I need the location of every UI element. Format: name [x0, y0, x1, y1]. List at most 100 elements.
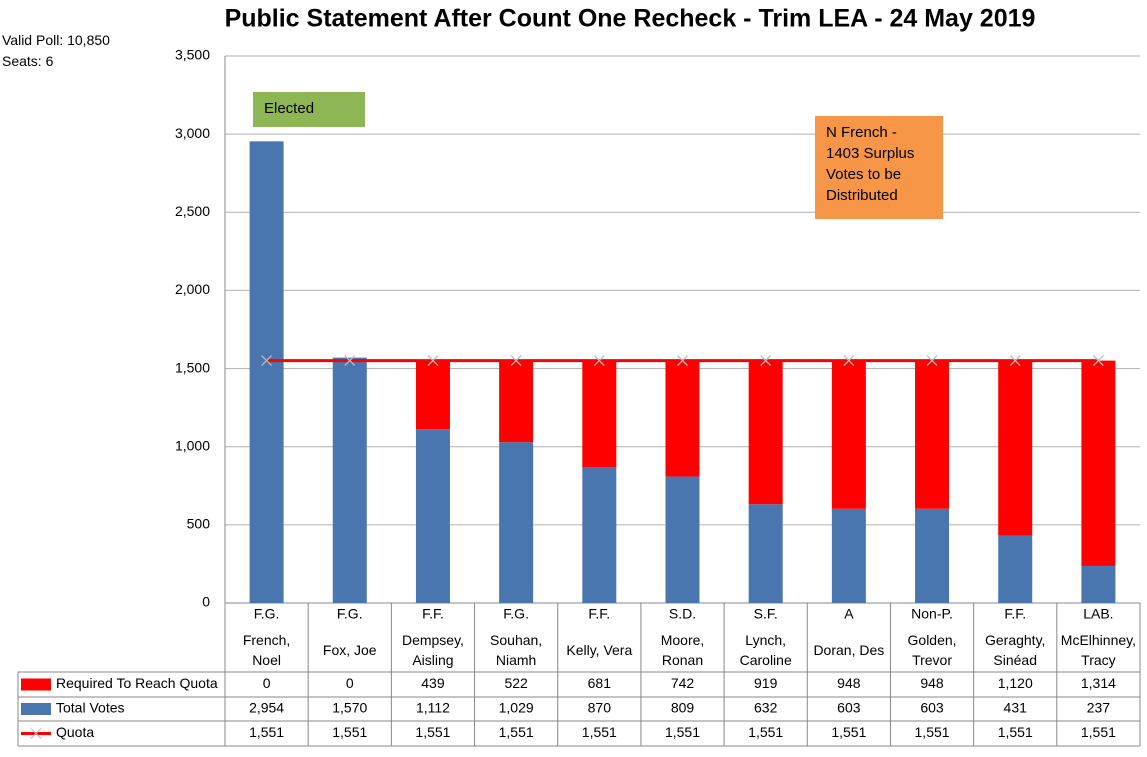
- legend-label: Total Votes: [56, 700, 125, 716]
- bar: [415, 429, 450, 603]
- y-tick-label: 0: [202, 594, 210, 610]
- x-tick-label: Dempsey, Aisling: [401, 632, 464, 668]
- quota-marker: [261, 355, 273, 367]
- x-tick-label: Fox, Joe: [322, 642, 377, 658]
- data-label: 1,551: [499, 724, 534, 740]
- x-tick-label: Golden, Trevor: [907, 632, 957, 668]
- data-label: 603: [920, 700, 944, 716]
- legend-swatch: [21, 703, 51, 715]
- party-label: F.G.: [503, 606, 529, 622]
- data-label: 1,551: [665, 724, 700, 740]
- x-tick-label: Lynch, Caroline: [739, 632, 792, 668]
- data-label: 603: [837, 700, 861, 716]
- x-tick-label: McElhinney, Tracy: [1060, 632, 1136, 668]
- data-label: 237: [1087, 700, 1111, 716]
- data-label: 1,570: [332, 700, 367, 716]
- data-label: 948: [920, 675, 944, 691]
- bar: [748, 504, 783, 603]
- party-label: LAB.: [1083, 606, 1113, 622]
- quota-marker: [843, 355, 855, 367]
- data-label: 1,551: [415, 724, 450, 740]
- bar: [1081, 565, 1116, 603]
- bar: [665, 360, 700, 477]
- legend-label: Required To Reach Quota: [56, 675, 218, 691]
- data-label: 1,551: [332, 724, 367, 740]
- y-tick-label: 500: [187, 516, 211, 532]
- bar: [831, 360, 866, 509]
- party-label: S.D.: [669, 606, 696, 622]
- bar: [499, 360, 534, 443]
- bar: [332, 357, 367, 603]
- data-label: 919: [754, 675, 778, 691]
- data-label: 0: [346, 675, 354, 691]
- legend-swatch: [30, 728, 42, 739]
- bar: [915, 508, 950, 603]
- annotation-surplus: N French - 1403 Surplus Votes to be Dist…: [815, 116, 943, 219]
- y-tick-label: 2,500: [175, 203, 210, 219]
- data-label: 0: [263, 675, 271, 691]
- annotation-elected: Elected: [253, 92, 365, 127]
- y-tick-label: 1,000: [175, 437, 210, 453]
- x-tick-label: French, Noel: [242, 632, 291, 668]
- data-label: 1,551: [748, 724, 783, 740]
- quota-marker: [1092, 355, 1104, 367]
- data-label: 870: [588, 700, 612, 716]
- quota-marker: [593, 355, 605, 367]
- data-label: 1,112: [416, 700, 450, 716]
- quota-marker: [926, 355, 938, 367]
- party-label: F.F.: [422, 606, 444, 622]
- x-tick-label: Geraghty, Sinéad: [984, 632, 1046, 668]
- data-label: 1,551: [1081, 724, 1116, 740]
- data-label: 522: [504, 675, 528, 691]
- quota-marker: [1009, 355, 1021, 367]
- quota-marker: [427, 355, 439, 367]
- valid-poll: Valid Poll: 10,850: [2, 32, 110, 48]
- bar: [499, 442, 534, 603]
- data-label: 742: [671, 675, 695, 691]
- bar: [748, 360, 783, 505]
- data-label: 1,551: [582, 724, 617, 740]
- bar: [831, 508, 866, 603]
- bar: [415, 360, 450, 430]
- data-label: 1,551: [831, 724, 866, 740]
- quota-marker: [677, 355, 688, 367]
- party-label: Non-P.: [911, 606, 953, 622]
- data-label: 1,551: [915, 724, 950, 740]
- bar: [998, 535, 1033, 603]
- chart-title: Public Statement After Count One Recheck…: [225, 5, 1036, 33]
- party-label: F.F.: [1004, 606, 1026, 622]
- quota-marker: [344, 355, 356, 367]
- data-label: 1,551: [249, 724, 284, 740]
- quota-marker: [510, 355, 522, 367]
- y-tick-label: 2,000: [175, 281, 210, 297]
- data-label: 1,120: [998, 675, 1033, 691]
- data-label: 2,954: [249, 700, 284, 716]
- party-label: F.G.: [254, 606, 280, 622]
- quota-marker: [760, 355, 772, 367]
- bar: [582, 467, 617, 603]
- legend-swatch: [21, 678, 51, 691]
- bar: [1081, 360, 1116, 566]
- data-label: 809: [671, 700, 695, 716]
- data-label: 632: [754, 700, 778, 716]
- data-label: 1,551: [998, 724, 1033, 740]
- seats: Seats: 6: [2, 53, 54, 69]
- data-label: 1,029: [499, 700, 534, 716]
- party-label: S.F.: [754, 606, 778, 622]
- party-label: F.F.: [588, 606, 610, 622]
- bar: [915, 360, 950, 509]
- y-tick-label: 1,500: [175, 359, 210, 375]
- party-label: F.G.: [337, 606, 363, 622]
- bar: [582, 360, 617, 468]
- legend-label: Quota: [56, 724, 94, 740]
- bar: [665, 476, 700, 603]
- data-label: 439: [421, 675, 445, 691]
- y-tick-label: 3,500: [175, 47, 210, 63]
- x-tick-label: Doran, Des: [813, 642, 885, 658]
- party-label: A: [844, 606, 854, 622]
- x-tick-label: Moore, Ronan: [660, 632, 705, 668]
- data-label: 1,314: [1081, 675, 1116, 691]
- x-tick-label: Kelly, Vera: [566, 642, 633, 658]
